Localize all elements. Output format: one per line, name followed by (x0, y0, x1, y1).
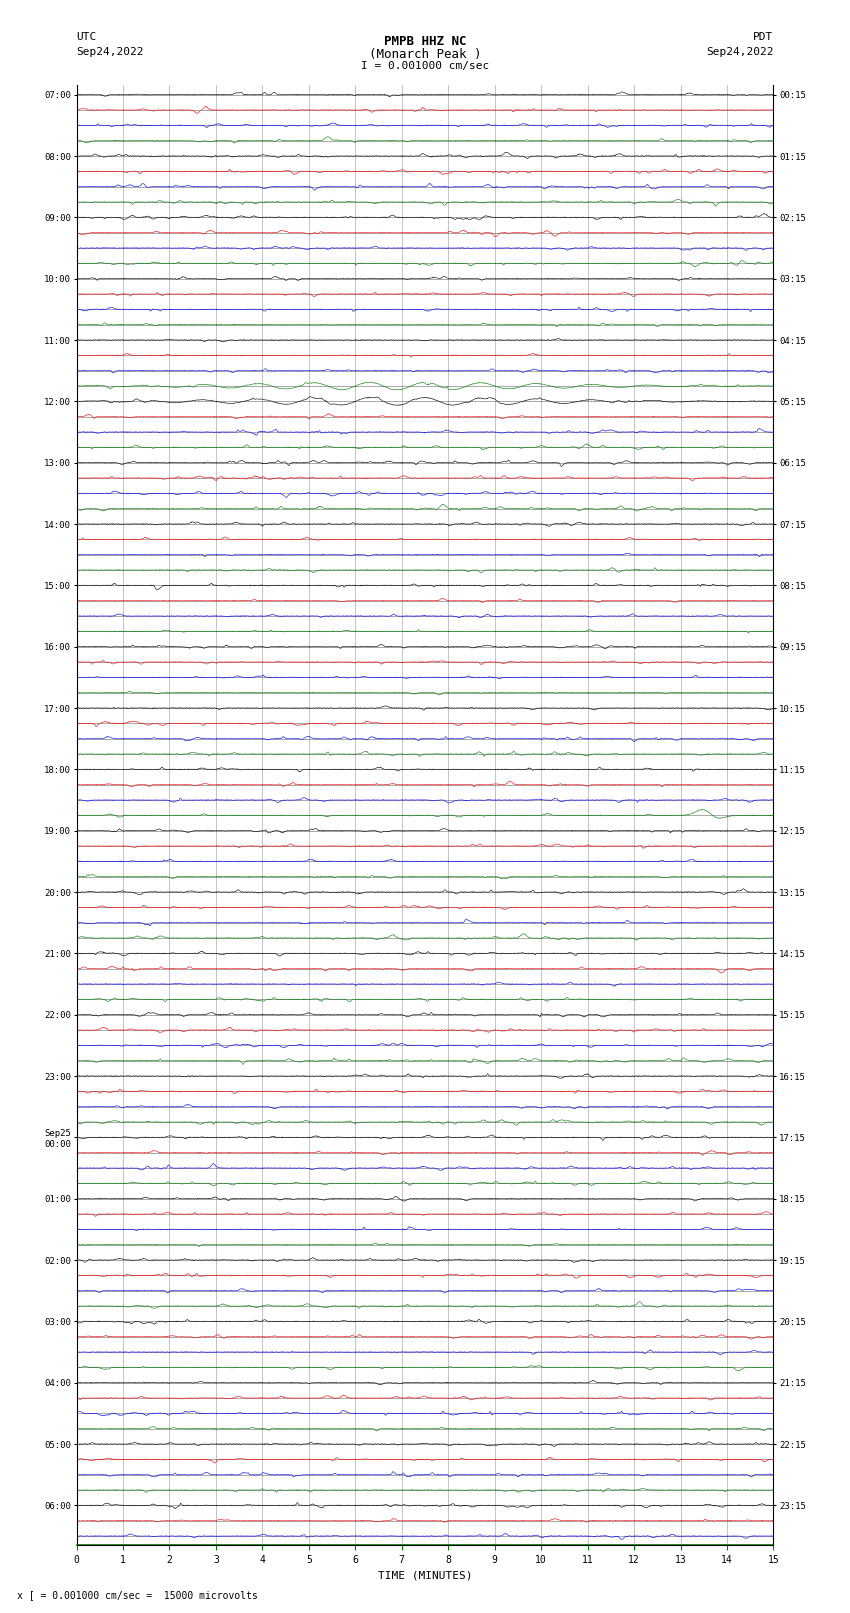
Text: UTC: UTC (76, 32, 97, 42)
X-axis label: TIME (MINUTES): TIME (MINUTES) (377, 1571, 473, 1581)
Text: PMPB HHZ NC: PMPB HHZ NC (383, 35, 467, 48)
Text: Sep24,2022: Sep24,2022 (706, 47, 774, 56)
Text: I = 0.001000 cm/sec: I = 0.001000 cm/sec (361, 61, 489, 71)
Text: PDT: PDT (753, 32, 774, 42)
Text: x [ = 0.001000 cm/sec =  15000 microvolts: x [ = 0.001000 cm/sec = 15000 microvolts (17, 1590, 258, 1600)
Text: (Monarch Peak ): (Monarch Peak ) (369, 48, 481, 61)
Text: Sep24,2022: Sep24,2022 (76, 47, 144, 56)
